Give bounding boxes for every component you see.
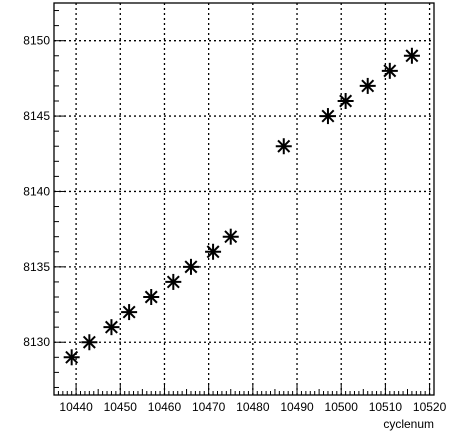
- data-point-asterisk: [222, 228, 239, 245]
- data-point-asterisk: [143, 289, 160, 305]
- y-tick-label: 8150: [23, 34, 50, 48]
- data-point-asterisk: [205, 243, 222, 260]
- x-tick-labels: 10440 10450 10460 10470 10480 10490 10500 10510…: [59, 400, 446, 414]
- x-tick-label: 10510: [369, 400, 403, 414]
- data-point-asterisk: [337, 93, 354, 109]
- data-point-asterisk: [63, 349, 80, 366]
- data-point-asterisk: [165, 273, 182, 290]
- data-point-asterisk: [182, 258, 199, 275]
- x-tick-label: 10520: [413, 400, 447, 414]
- x-axis-title: cyclenum: [383, 417, 434, 431]
- data-point-asterisk: [121, 304, 138, 321]
- data-point-asterisk: [81, 334, 98, 351]
- data-point-asterisk: [275, 138, 292, 155]
- x-tick-label: 10480: [236, 400, 270, 414]
- data-points: [63, 47, 420, 366]
- data-point-asterisk: [403, 47, 420, 64]
- y-tick-label: 8130: [23, 335, 50, 349]
- x-tick-label: 10440: [59, 400, 93, 414]
- x-tick-label: 10450: [104, 400, 138, 414]
- x-tick-label: 10490: [280, 400, 314, 414]
- data-point-asterisk: [103, 319, 120, 336]
- x-tick-label: 10500: [325, 400, 359, 414]
- y-tick-label: 8145: [23, 109, 50, 123]
- y-tick-label: 8135: [23, 260, 50, 274]
- data-point-asterisk: [359, 77, 376, 94]
- data-point-asterisk: [381, 62, 398, 79]
- y-tick-label: 8140: [23, 184, 50, 198]
- axis-ticks: [53, 10, 435, 395]
- data-point-asterisk: [319, 108, 336, 125]
- grid-lines: [54, 3, 434, 395]
- plot-frame: [53, 2, 435, 396]
- x-tick-label: 10460: [148, 400, 182, 414]
- x-tick-label: 10470: [192, 400, 226, 414]
- y-tick-labels: 8130 8135 8140 8145 8150: [23, 34, 50, 350]
